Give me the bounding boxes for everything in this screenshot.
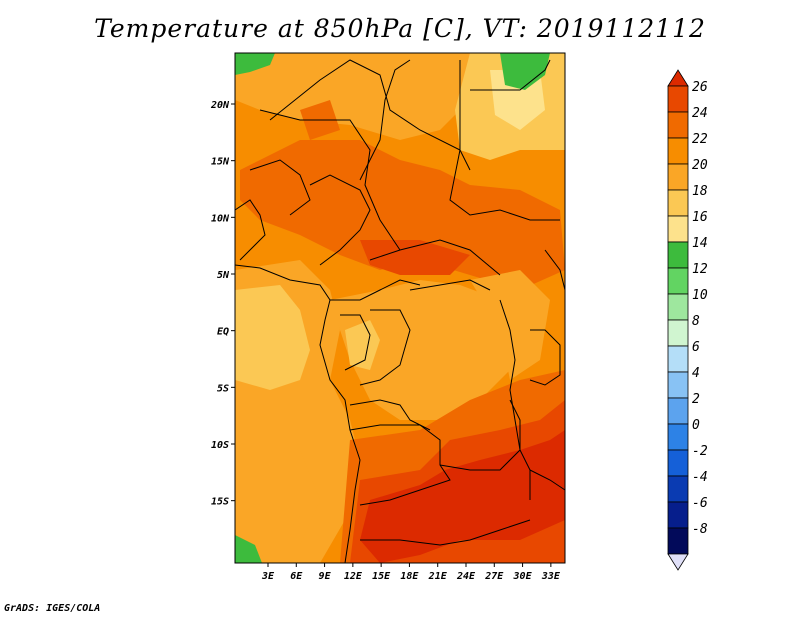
colorbar-label--6: -6 [692,496,708,511]
lon-tick-label-24E: 24E [456,571,476,582]
lon-tick-label-6E: 6E [290,571,303,582]
field-south-hottest [360,430,565,563]
border-west-coast-north [234,199,266,261]
border-chad [359,59,411,181]
colorbar-box-2 [667,111,689,139]
border-car [369,239,501,276]
colorbar-box-7 [667,241,689,269]
colorbar-label-14: 14 [692,236,708,251]
colorbar-box-18 [667,527,689,555]
colorbar-label-0: 0 [692,418,700,433]
field-congo [330,280,520,420]
colorbar-label-24: 24 [692,106,708,121]
field-sw-green [235,535,262,563]
chart-title: Temperature at 850hPa [C], VT: 201911211… [94,14,706,43]
colorbar-label--2: -2 [692,444,708,459]
lon-tick-label-12E: 12E [344,571,363,582]
border-mali [249,159,311,216]
lon-tick-label-33E: 33E [541,571,561,582]
colorbar-box-1 [667,85,689,113]
colorbar-box-13 [667,397,689,425]
colorbar-label-22: 22 [692,132,708,147]
lon-tick-label-27E: 27E [484,571,504,582]
border-drc-north [409,279,491,291]
lat-tick-label-5N: 5N [217,270,230,281]
border-gabon [340,314,371,371]
field-chad-hot [360,240,470,275]
colorbar-box-4 [667,163,689,191]
colorbar-label-18: 18 [692,184,708,199]
field-east [470,270,550,380]
credit-text: GrADS: IGES/COLA [4,603,101,614]
colorbar-box-15 [667,449,689,477]
colorbar-label-8: 8 [692,314,700,329]
border-sahara [269,59,471,171]
borders [234,59,566,564]
colorbar-box-8 [667,267,689,295]
colorbar-boxes [667,69,689,571]
longitude-axis: 3E 6E 9E 12E 15E 18E 21E 24E 27E 30E 33E [261,563,561,582]
border-zambia [439,399,521,471]
border-nigeria [309,174,371,266]
field-west-lighter [235,285,310,390]
colorbar-label-20: 20 [692,158,708,173]
colorbar-top-triangle [667,69,689,87]
colorbar-box-16 [667,475,689,503]
border-mozambique [529,469,566,491]
lat-tick-label-EQ: EQ [217,327,229,338]
field-ne-green [500,53,550,90]
border-east-lakes [499,299,531,500]
lon-tick-label-18E: 18E [400,571,419,582]
border-congo [359,309,411,386]
border-kenya [529,329,561,386]
lon-tick-label-9E: 9E [319,571,332,582]
lat-tick-label-15S: 15S [211,497,229,508]
lon-tick-label-21E: 21E [428,571,448,582]
map-frame [234,52,566,564]
lon-tick-label-30E: 30E [513,571,533,582]
lat-tick-label-10N: 10N [211,213,230,224]
colorbar-label-4: 4 [692,366,700,381]
border-namibia [360,519,531,546]
latitude-axis: 20N 15N 10N 5N EQ 5S 10S 15S [210,100,235,508]
border-drc-west [349,399,431,431]
colorbar-bottom-triangle [667,553,689,571]
lat-tick-label-5S: 5S [217,383,229,394]
border-niger [259,109,401,251]
field-sw-light [235,450,320,563]
colorbar-label-2: 2 [692,392,700,407]
colorbar-box-17 [667,501,689,529]
colorbar-box-11 [667,345,689,373]
colorbar-label-12: 12 [692,262,708,277]
lat-tick-label-10S: 10S [211,440,229,451]
lat-tick-label-15N: 15N [211,157,230,168]
colorbar-box-10 [667,319,689,347]
border-cameroon [330,279,421,301]
colorbar-box-12 [667,371,689,399]
colorbar-box-6 [667,215,689,243]
coastline-west-africa [234,264,361,564]
border-ethiopia [470,59,551,91]
lon-tick-label-15E: 15E [372,571,391,582]
colorbar-label-16: 16 [692,210,708,225]
border-east-coast [544,249,566,291]
colorbar-box-9 [667,293,689,321]
colorbar-label-26: 26 [692,80,708,95]
lat-tick-label-20N: 20N [210,100,230,111]
colorbar-box-3 [667,137,689,165]
lon-tick-label-3E: 3E [261,571,275,582]
field-sahel-hot [240,140,565,290]
colorbar-label-6: 6 [692,340,700,355]
border-sudan [449,60,560,221]
field-congo-light [345,320,380,370]
colorbar-box-5 [667,189,689,217]
colorbar-label--4: -4 [692,470,708,485]
colorbar-box-14 [667,423,689,451]
field-nw-green [235,53,275,75]
colorbar-label-10: 10 [692,288,708,303]
colorbar-label--8: -8 [692,522,708,537]
